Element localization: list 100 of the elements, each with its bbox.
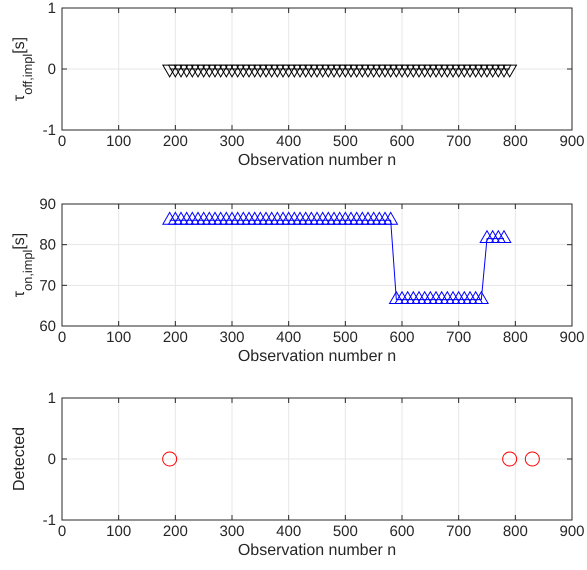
x-tick-label: 500 [332, 133, 358, 150]
point [310, 212, 324, 225]
point [287, 212, 302, 225]
point [332, 212, 347, 225]
point [326, 212, 342, 225]
x-tick-label: 900 [559, 133, 585, 150]
point [247, 212, 262, 225]
x-axis-title: Observation number n [238, 542, 396, 559]
x-tick-label: 400 [276, 523, 302, 540]
y-tick-label: 60 [39, 318, 56, 335]
y-axis-title: Detected [11, 426, 28, 492]
point [417, 291, 432, 304]
x-tick-label: 400 [276, 133, 302, 150]
point [242, 212, 256, 225]
x-tick-label: 600 [389, 523, 415, 540]
point [491, 230, 506, 243]
x-tick-label: 700 [446, 329, 472, 346]
point [190, 212, 206, 225]
y-tick-label: 0 [48, 451, 56, 468]
y-tick-label: -1 [42, 512, 56, 529]
point [344, 212, 358, 225]
x-tick-label: 100 [106, 523, 132, 540]
point [440, 291, 455, 304]
x-axis-title: Observation number n [238, 348, 396, 365]
x-tick-label: 300 [219, 329, 245, 346]
point [451, 291, 466, 304]
point [202, 212, 217, 225]
point [457, 291, 472, 304]
y-tick-label: 1 [48, 390, 56, 407]
point [281, 212, 296, 225]
x-tick-label: 500 [332, 523, 358, 540]
x-tick-label: 700 [446, 133, 472, 150]
point [480, 230, 494, 243]
x-tick-label: 100 [106, 133, 132, 150]
y-tick-label: 0 [48, 61, 56, 78]
x-tick-label: 300 [219, 523, 245, 540]
x-tick-label: 300 [219, 133, 245, 150]
point [474, 291, 489, 304]
point [168, 212, 183, 225]
point [276, 212, 290, 225]
point [360, 212, 376, 225]
point [270, 212, 285, 225]
x-axis-title: Observation number n [238, 152, 396, 169]
y-tick-label: 80 [39, 236, 56, 254]
x-tick-label: 900 [559, 329, 585, 346]
point [208, 212, 222, 225]
point [230, 212, 245, 225]
y-tick-label: 90 [39, 196, 56, 213]
y-tick-label: 70 [39, 277, 56, 294]
point [292, 212, 308, 225]
point [400, 291, 415, 304]
point [355, 212, 370, 225]
x-tick-label: 600 [389, 133, 415, 150]
point [258, 212, 274, 225]
point [372, 212, 387, 225]
point [219, 212, 234, 225]
point [366, 212, 381, 225]
point [394, 291, 410, 304]
point [315, 212, 330, 225]
point [236, 212, 251, 225]
x-tick-label: 200 [162, 133, 188, 150]
point [389, 291, 404, 304]
point [446, 291, 460, 304]
point [406, 291, 421, 304]
x-tick-label: 800 [502, 523, 528, 540]
point [496, 230, 512, 243]
point [423, 291, 438, 304]
x-tick-label: 200 [162, 329, 188, 346]
point [179, 212, 194, 225]
x-tick-label: 200 [162, 523, 188, 540]
point [378, 212, 392, 225]
x-tick-label: 500 [332, 329, 358, 346]
point [434, 291, 449, 304]
point [468, 291, 483, 304]
x-tick-label: 100 [106, 329, 132, 346]
point [185, 212, 200, 225]
x-tick-label: 900 [559, 523, 585, 540]
point [162, 212, 177, 225]
point [298, 212, 313, 225]
point [321, 212, 336, 225]
point [462, 291, 478, 304]
y-tick-label: -1 [42, 122, 56, 139]
y-tick-label: 1 [48, 0, 56, 17]
point [174, 212, 188, 225]
point [428, 291, 444, 304]
point [224, 212, 240, 225]
point [196, 212, 211, 225]
point [485, 230, 500, 243]
point [338, 212, 353, 225]
point [349, 212, 364, 225]
x-tick-label: 700 [446, 523, 472, 540]
point [304, 212, 319, 225]
x-tick-label: 800 [502, 133, 528, 150]
x-tick-label: 600 [389, 329, 415, 346]
point [213, 212, 228, 225]
point [253, 212, 268, 225]
x-tick-label: 400 [276, 329, 302, 346]
point [412, 291, 426, 304]
x-tick-label: 800 [502, 329, 528, 346]
point [383, 212, 398, 225]
